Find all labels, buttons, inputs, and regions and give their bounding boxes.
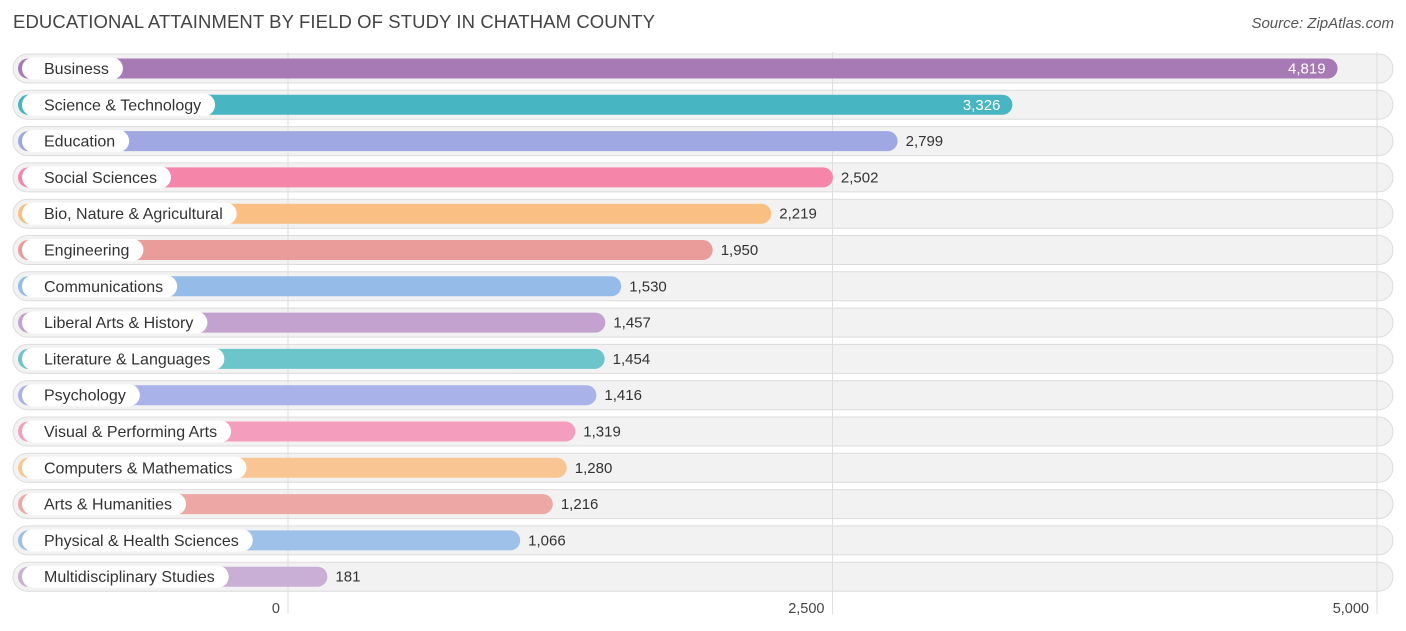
category-label: Social Sciences — [44, 170, 157, 187]
source-label: Source: ZipAtlas.com — [1251, 15, 1394, 32]
x-tick-label: 2,500 — [788, 601, 824, 617]
category-label-pill — [22, 239, 144, 261]
category-label-pill — [22, 456, 247, 479]
value-label: 181 — [335, 569, 360, 586]
value-label: 1,457 — [613, 315, 651, 332]
bar — [18, 58, 1338, 79]
category-label-pill — [22, 202, 237, 225]
category-label-pill — [22, 384, 140, 407]
category-label: Visual & Performing Arts — [44, 424, 217, 441]
category-label: Engineering — [44, 243, 129, 260]
value-label: 1,950 — [721, 242, 759, 259]
value-label: 1,280 — [575, 460, 613, 477]
category-label-pill — [22, 529, 253, 552]
bar — [18, 240, 713, 260]
value-label: 1,530 — [629, 278, 667, 295]
category-label: Arts & Humanities — [44, 497, 172, 514]
category-label-pill — [22, 565, 229, 588]
category-label-pill — [22, 420, 232, 443]
bar — [18, 385, 597, 406]
value-label: 2,502 — [841, 169, 879, 186]
category-label: Education — [44, 134, 115, 151]
x-tick-label: 5,000 — [1333, 601, 1369, 617]
x-tick-label: 0 — [272, 601, 280, 617]
category-label: Computers & Mathematics — [44, 460, 233, 477]
value-label: 1,416 — [604, 387, 642, 404]
category-label-pill — [22, 347, 225, 370]
x-axis-ticks: 0 2,500 5,000 — [272, 601, 1369, 617]
bar — [18, 131, 898, 152]
category-label: Psychology — [44, 388, 126, 405]
bar — [18, 167, 833, 188]
value-label: 4,819 — [1288, 61, 1326, 78]
value-label: 1,319 — [583, 424, 621, 441]
bars: Business 4,819 Science & Technology 3,326 Ed… — [18, 57, 1338, 588]
category-label-pill — [22, 57, 123, 80]
category-label-pill — [22, 275, 178, 298]
bar — [18, 94, 1013, 115]
category-label-pill — [22, 493, 187, 516]
value-label: 2,219 — [779, 206, 817, 223]
chart-title: EDUCATIONAL ATTAINMENT BY FIELD OF STUDY… — [13, 11, 656, 32]
category-label: Literature & Languages — [44, 351, 210, 368]
value-label: 3,326 — [963, 97, 1001, 114]
category-label: Science & Technology — [44, 97, 201, 114]
row-background — [12, 561, 1394, 592]
category-label: Business — [44, 61, 109, 78]
category-label: Physical & Health Sciences — [44, 533, 239, 550]
value-label: 1,454 — [613, 351, 651, 368]
category-label-pill — [22, 166, 171, 189]
category-label-pill — [22, 311, 208, 334]
category-label: Liberal Arts & History — [44, 315, 193, 332]
value-label: 1,216 — [561, 496, 599, 513]
category-label: Multidisciplinary Studies — [44, 569, 215, 586]
category-label-pill — [22, 93, 216, 116]
category-label: Bio, Nature & Agricultural — [44, 206, 223, 223]
category-label-pill — [22, 130, 130, 153]
value-label: 1,066 — [528, 532, 566, 549]
value-label: 2,799 — [906, 133, 944, 150]
category-label: Communications — [44, 279, 163, 296]
